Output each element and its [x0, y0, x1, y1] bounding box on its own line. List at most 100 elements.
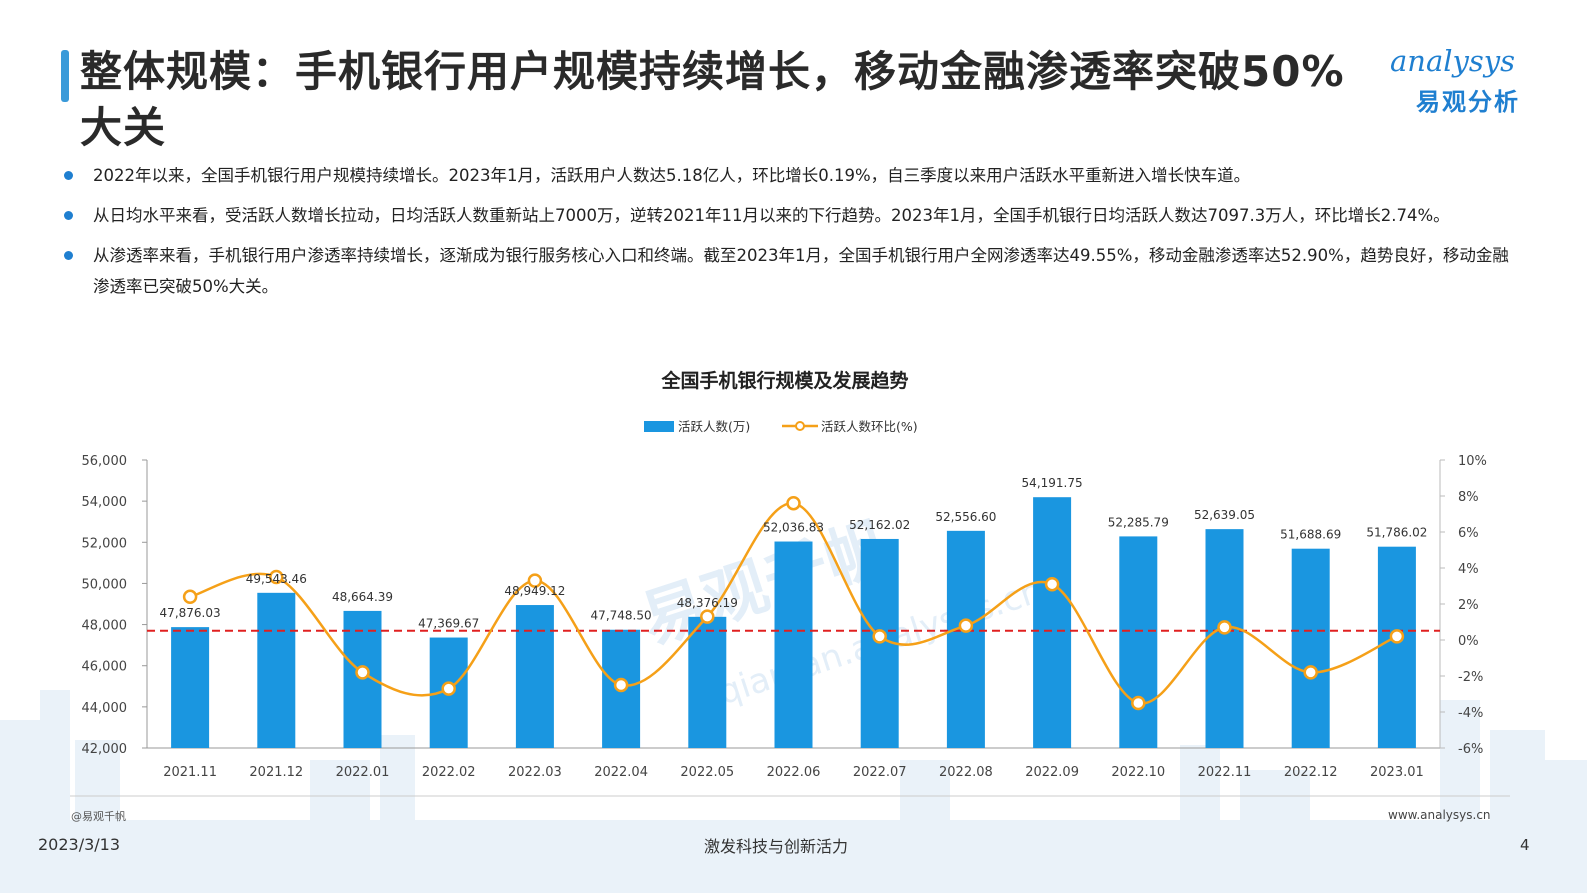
left-tick-label: 44,000 — [82, 701, 128, 716]
bar — [688, 616, 727, 748]
bar-value-label: 51,786.02 — [1366, 526, 1427, 540]
page-title: 整体规模：手机银行用户规模持续增长，移动金融渗透率突破50%大关 — [80, 47, 1345, 152]
x-tick-label: 2022.11 — [1198, 765, 1252, 780]
line-point — [700, 609, 715, 624]
x-tick-label: 2022.12 — [1284, 765, 1338, 780]
bar-value-label: 52,639.05 — [1194, 508, 1255, 522]
left-tick-label: 50,000 — [82, 577, 128, 592]
line-point — [1303, 665, 1318, 680]
line-point — [182, 589, 198, 605]
bullet-dot-icon — [64, 251, 73, 260]
x-tick-label: 2022.08 — [939, 765, 993, 780]
line-point — [613, 677, 629, 693]
bar — [171, 627, 210, 748]
left-tick-label: 52,000 — [82, 536, 128, 551]
bullet-item: 2022年以来，全国手机银行用户规模持续增长。2023年1月，活跃用户人数达5.… — [60, 160, 1510, 191]
bar-value-label: 47,369.67 — [418, 617, 479, 631]
chart-title: 全国手机银行规模及发展趋势 — [660, 369, 908, 392]
bar — [1205, 529, 1244, 748]
bar — [946, 530, 985, 748]
bullet-item: 从渗透率来看，手机银行用户渗透率持续增长，逐渐成为银行服务核心入口和终端。截至2… — [60, 240, 1510, 302]
x-tick-label: 2022.03 — [508, 765, 562, 780]
bullet-text: 从日均水平来看，受活跃人数增长拉动，日均活跃人数重新站上7000万，逆转2021… — [93, 206, 1450, 225]
x-tick-label: 2022.07 — [853, 765, 907, 780]
bar-value-label: 48,664.39 — [332, 590, 393, 604]
right-tick-label: 2% — [1458, 598, 1479, 613]
legend-bar-swatch — [644, 421, 674, 432]
logo-wordmark: analysys — [1390, 44, 1516, 78]
user-scale-chart: 易观千帆qianfan.analysys.cn全国手机银行规模及发展趋势活跃人数… — [70, 369, 1510, 797]
page-number: 4 — [1520, 836, 1530, 854]
line-point — [355, 665, 370, 680]
bar — [1119, 536, 1158, 748]
bar-value-label: 48,376.19 — [677, 596, 738, 610]
bar-value-label: 47,748.50 — [591, 609, 652, 623]
bar-value-label: 51,688.69 — [1280, 528, 1341, 542]
title-accent-bar — [61, 50, 69, 102]
analysys-logo: analysys 易观分析 — [1390, 44, 1550, 116]
bar — [774, 541, 813, 748]
bar-value-label: 48,949.12 — [504, 584, 565, 598]
line-point — [441, 681, 456, 696]
bullet-dot-icon — [64, 211, 73, 220]
bar — [515, 605, 554, 748]
line-point — [527, 573, 543, 588]
left-tick-label: 48,000 — [82, 619, 128, 634]
line-point — [1131, 695, 1146, 711]
right-tick-label: -2% — [1458, 670, 1483, 685]
right-tick-label: 4% — [1458, 562, 1479, 577]
x-tick-label: 2022.10 — [1111, 765, 1165, 780]
right-tick-label: 8% — [1458, 490, 1479, 505]
right-tick-label: -4% — [1458, 706, 1483, 721]
x-tick-label: 2022.05 — [680, 765, 734, 780]
bullet-text: 从渗透率来看，手机银行用户渗透率持续增长，逐渐成为银行服务核心入口和终端。截至2… — [93, 246, 1509, 296]
right-tick-label: 10% — [1458, 454, 1487, 469]
right-tick-label: -6% — [1458, 742, 1483, 757]
bar-value-label: 47,876.03 — [160, 606, 221, 620]
bar-value-label: 52,285.79 — [1108, 515, 1169, 529]
x-tick-label: 2022.06 — [767, 765, 821, 780]
bullet-item: 从日均水平来看，受活跃人数增长拉动，日均活跃人数重新站上7000万，逆转2021… — [60, 200, 1510, 231]
legend-line-marker — [795, 421, 805, 431]
x-tick-label: 2021.11 — [163, 765, 217, 780]
bar-value-label: 54,191.75 — [1022, 476, 1083, 490]
left-tick-label: 46,000 — [82, 660, 128, 675]
bar-value-label: 52,162.02 — [849, 518, 910, 532]
x-tick-label: 2022.01 — [336, 765, 390, 780]
right-tick-label: 0% — [1458, 634, 1479, 649]
bullet-text: 2022年以来，全国手机银行用户规模持续增长。2023年1月，活跃用户人数达5.… — [93, 166, 1251, 185]
x-tick-label: 2022.02 — [422, 765, 476, 780]
bar — [1291, 548, 1330, 748]
bar — [257, 592, 296, 748]
bar-value-label: 52,556.60 — [935, 510, 996, 524]
line-point — [269, 569, 284, 585]
line-point — [1389, 629, 1405, 644]
footer-date: 2023/3/13 — [38, 835, 121, 854]
footer-slogan: 激发科技与创新活力 — [704, 837, 849, 856]
chart-source: @易观千帆 — [71, 810, 126, 823]
line-point — [958, 618, 974, 633]
line-point — [786, 495, 801, 511]
left-tick-label: 54,000 — [82, 495, 128, 510]
bullet-list: 2022年以来，全国手机银行用户规模持续增长。2023年1月，活跃用户人数达5.… — [60, 160, 1510, 311]
line-point — [1044, 576, 1060, 592]
x-tick-label: 2022.09 — [1025, 765, 1079, 780]
footer-website[interactable]: www.analysys.cn — [1388, 808, 1491, 822]
bar — [1377, 546, 1416, 748]
bar-value-label: 49,543.46 — [246, 572, 307, 586]
x-tick-label: 2022.04 — [594, 765, 648, 780]
logo-chinese: 易观分析 — [1416, 88, 1520, 116]
x-tick-label: 2023.01 — [1370, 765, 1424, 780]
legend-bar-label: 活跃人数(万) — [678, 419, 750, 434]
legend-line-label: 活跃人数环比(%) — [821, 419, 918, 434]
bar-value-label: 52,036.83 — [763, 521, 824, 535]
right-tick-label: 6% — [1458, 526, 1479, 541]
line-point — [1217, 620, 1232, 635]
line-point — [872, 629, 887, 644]
x-tick-label: 2021.12 — [249, 765, 303, 780]
bar — [1033, 497, 1072, 748]
bullet-dot-icon — [64, 171, 73, 180]
left-tick-label: 56,000 — [82, 454, 128, 469]
left-tick-label: 42,000 — [82, 742, 128, 757]
